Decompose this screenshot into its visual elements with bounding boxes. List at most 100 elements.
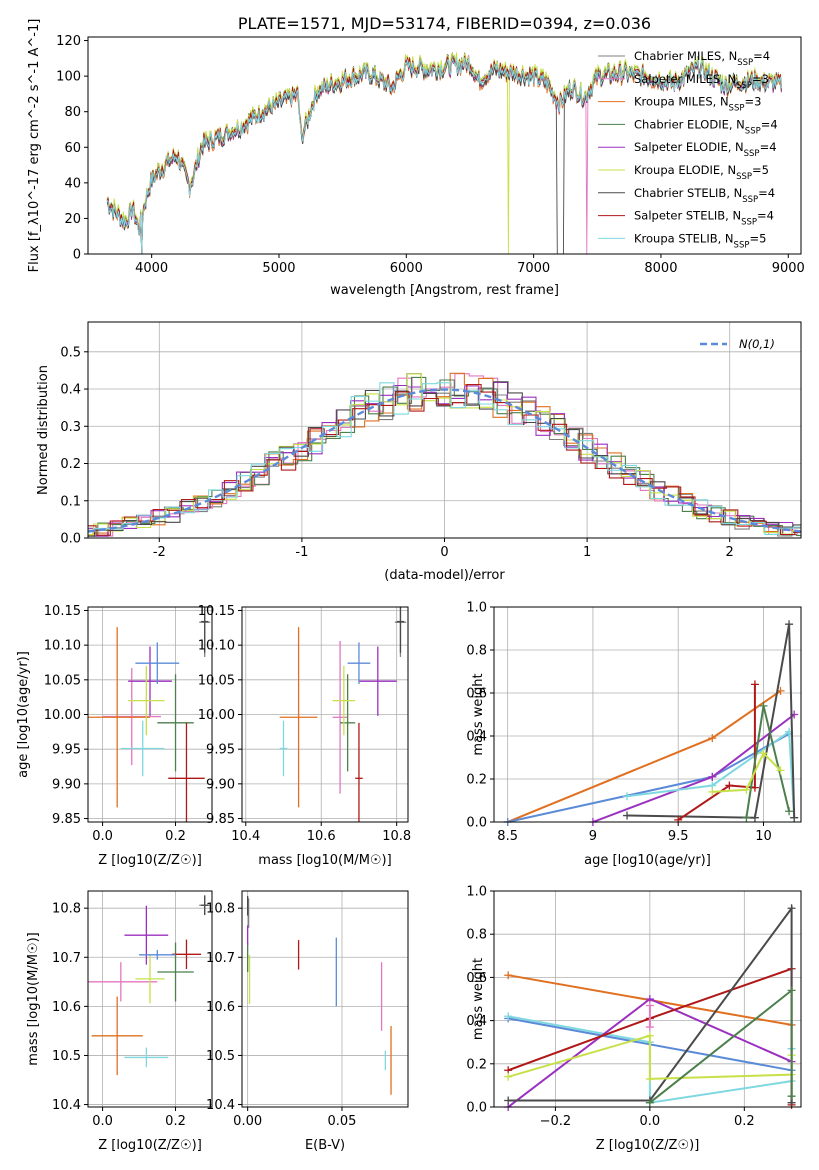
data-point-marker [504,971,513,980]
legend-label-4: Salpeter ELODIE, NSSP=4 [634,140,777,159]
error-point-2 [279,627,318,808]
data-point-marker [785,807,794,816]
y-tick-label: 0.4 [60,383,81,398]
error-point-7 [168,722,205,822]
y-tick-label: 9.90 [52,777,81,792]
y-axis-label: mass [log10(M/M☉)] [26,932,41,1065]
data-point-marker [750,813,759,822]
x-tick-label: 0 [440,545,448,560]
error-point-5 [135,954,165,1004]
x-tick-label: 0.00 [233,1114,262,1129]
y-tick-label: 0.2 [466,1057,487,1072]
x-tick-label: -1 [295,545,308,560]
error-point-3 [157,942,194,1002]
y-tick-label: 10.15 [44,604,81,619]
data-point-marker [742,813,751,822]
data-point-marker [750,783,759,792]
y-tick-label: 0.1 [60,494,81,509]
y-tick-label: 60 [64,141,81,156]
x-axis-label: Z [log10(Z/Z☉)] [98,1138,202,1153]
y-tick-label: 10.4 [52,1098,81,1113]
error-point-8 [124,1047,169,1068]
chart-title: PLATE=1571, MJD=53174, FIBERID=0394, z=0… [238,14,651,33]
axes-frame [241,890,409,1108]
error-point-8 [120,720,165,777]
x-tick-label: 8000 [644,261,677,276]
legend-label-8: Kroupa STELIB, NSSP=5 [634,231,766,250]
mass-weight-series-5 [677,684,756,821]
legend-label-2: Kroupa MILES, NSSP=3 [634,95,761,114]
legend-label-6: Chabrier STELIB, NSSP=4 [634,186,775,205]
data-point-marker [787,1092,796,1101]
mass-weight-series-3 [626,729,796,818]
x-axis-label: (data-model)/error [384,568,505,583]
y-tick-label: 40 [64,176,81,191]
y-tick-label: 20 [64,212,81,227]
y-axis-label: mass weight [471,673,486,755]
x-tick-label: 2 [726,545,734,560]
y-tick-label: 0.0 [466,816,487,831]
y-tick-label: 0.6 [466,687,487,702]
error-point-4 [128,646,172,716]
data-point-marker [787,904,796,913]
data-point-marker [708,772,717,781]
spectrum-series-8 [106,56,782,254]
data-point-marker [645,1074,654,1083]
error-point-5 [128,665,165,736]
x-axis-label: Z [log10(Z/Z☉)] [596,1138,700,1153]
y-tick-label: 10.10 [198,639,235,654]
axes-frame [87,606,213,823]
data-point-marker [785,620,794,629]
x-tick-label: 10.8 [382,829,411,844]
panel-5 [84,891,212,1111]
data-point-marker [708,787,717,796]
mass-weight-series-4 [626,624,796,819]
data-point-marker [623,792,632,801]
x-tick-label: 9000 [772,261,805,276]
x-tick-label: 9.5 [668,829,689,844]
y-tick-label: 0 [73,248,81,263]
hist-series-7 [88,383,801,536]
y-tick-label: 10.6 [52,1000,81,1015]
data-point-marker [645,1031,654,1040]
error-point-4 [124,905,169,965]
panel-2 [84,607,212,826]
mass-weight-series-7 [712,751,782,793]
hist-series-3 [88,376,801,537]
data-point-marker [790,813,799,822]
normal-reference-curve [87,388,802,533]
y-axis-label: mass weight [471,958,486,1040]
y-tick-label: 0.2 [466,773,487,788]
y-tick-label: 0.2 [60,457,81,472]
panel-0 [84,40,789,258]
y-tick-label: 10.4 [206,1098,235,1113]
error-point-7 [355,722,363,822]
x-tick-label: 1 [583,545,591,560]
x-tick-label: 0.0 [92,829,113,844]
data-point-marker [750,680,759,689]
spectrum-series-0 [106,54,782,254]
y-tick-label: 1.0 [466,601,487,616]
axes-frame [87,321,802,539]
x-tick-label: 5000 [262,261,295,276]
y-tick-label: 0.8 [466,928,487,943]
y-tick-label: 10.15 [198,604,235,619]
axes-frame [87,890,213,1108]
data-point-marker [504,1096,513,1105]
error-point-2 [88,627,150,808]
x-tick-label: 6000 [390,261,423,276]
data-point-marker [645,1001,654,1010]
panel-7 [490,890,801,1111]
panel-3 [238,607,408,826]
data-point-marker [725,781,734,790]
legend-label-5: Kroupa ELODIE, NSSP=5 [634,163,769,182]
x-tick-label: 10 [755,829,772,844]
data-point-marker [645,1023,654,1032]
y-tick-label: 0.4 [466,730,487,745]
y-tick-label: 10.7 [206,951,235,966]
error-point-5 [332,665,356,736]
y-tick-label: 10.00 [44,708,81,723]
x-tick-label: 10.6 [307,829,336,844]
y-tick-label: 10.5 [52,1049,81,1064]
y-tick-label: 1.0 [466,885,487,900]
